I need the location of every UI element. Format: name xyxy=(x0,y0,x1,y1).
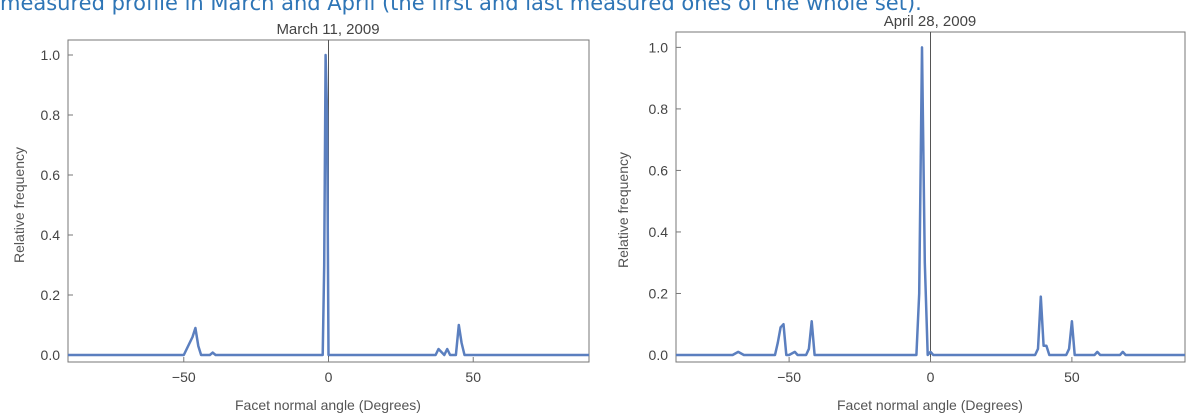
x-tick-label: 0 xyxy=(325,369,333,385)
y-tick-label: 0.6 xyxy=(41,167,61,183)
caption-text: measured profile in March and April (the… xyxy=(0,0,922,15)
y-tick-label: 0.0 xyxy=(41,347,61,363)
plot-area: 0.0 0.2 0.4 0.6 0.8 1.0 −50 0 50 xyxy=(649,31,1186,385)
y-tick-label: 1.0 xyxy=(649,39,669,55)
chart-march: March 11, 2009 Relative frequency Facet … xyxy=(11,21,590,413)
x-axis-label: Facet normal angle (Degrees) xyxy=(235,397,421,413)
x-tick-label: 0 xyxy=(927,369,935,385)
x-tick-label: −50 xyxy=(777,369,801,385)
plot-area: 0.0 0.2 0.4 0.6 0.8 1.0 −50 0 50 xyxy=(41,39,590,385)
y-tick-label: 0.4 xyxy=(649,224,669,240)
y-tick-label: 0.8 xyxy=(41,107,61,123)
y-tick-label: 1.0 xyxy=(41,47,61,63)
x-tick-label: 50 xyxy=(465,369,481,385)
series-line xyxy=(68,53,589,357)
x-tick-label: −50 xyxy=(172,369,196,385)
x-tick-label: 50 xyxy=(1064,369,1080,385)
x-axis-label: Facet normal angle (Degrees) xyxy=(837,397,1023,413)
series-line xyxy=(676,46,1185,357)
y-tick-label: 0.6 xyxy=(649,162,669,178)
chart-title: April 28, 2009 xyxy=(884,13,977,30)
y-tick-label: 0.8 xyxy=(649,101,669,117)
chart-april: April 28, 2009 Relative frequency Facet … xyxy=(615,13,1186,413)
y-tick-label: 0.0 xyxy=(649,347,669,363)
y-tick-label: 0.2 xyxy=(41,287,61,303)
y-tick-label: 0.2 xyxy=(649,285,669,301)
y-axis-label: Relative frequency xyxy=(615,152,631,268)
y-tick-label: 0.4 xyxy=(41,227,61,243)
chart-title: March 11, 2009 xyxy=(276,21,379,38)
y-axis-label: Relative frequency xyxy=(11,147,27,263)
